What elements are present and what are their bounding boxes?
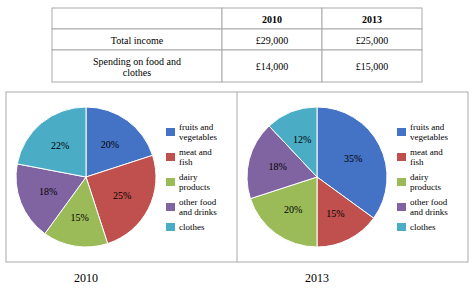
panel-frame: [6, 92, 468, 262]
text-line: Spending on food and: [93, 55, 181, 66]
table-text: £25,000: [356, 34, 389, 45]
legend-swatch: [166, 128, 175, 136]
legend-label: other foodand drinks: [410, 197, 448, 217]
legend-label: clothes: [179, 222, 205, 232]
pie-slice: [17, 107, 86, 177]
text-line: £14,000: [256, 61, 289, 72]
legend-swatch: [166, 223, 175, 231]
table-cell: [322, 8, 422, 29]
data-label: 22%: [51, 140, 69, 151]
legend-swatch: [166, 203, 175, 211]
pie-title: 2013: [305, 271, 329, 285]
table-cell: [322, 29, 422, 50]
text-line: £15,000: [356, 61, 389, 72]
figure: 2010 2013 Total income £29,000 £25,000 Spendi…: [0, 0, 474, 296]
table-header: 2010: [262, 13, 282, 24]
table-cell: [222, 50, 322, 82]
text-line: products: [410, 182, 441, 192]
background: [0, 0, 474, 296]
pie-title: 2010: [74, 271, 98, 285]
legend-swatch: [166, 178, 175, 186]
text-line: vegetables: [179, 132, 217, 142]
legend-swatch: [397, 178, 406, 186]
legend-swatch: [397, 128, 406, 136]
data-label: 18%: [269, 161, 287, 172]
text-line: fish: [179, 157, 193, 167]
text-line: clothes: [410, 222, 436, 232]
pie-slice: [269, 107, 317, 177]
text-line: £25,000: [356, 34, 389, 45]
legend-swatch: [397, 223, 406, 231]
legend-label: fruits andvegetables: [179, 122, 217, 142]
table-text: Total income: [111, 34, 164, 45]
legend-swatch: [166, 153, 175, 161]
panel-divider: [237, 92, 238, 262]
data-label: 35%: [344, 153, 362, 164]
text-line: 2013: [362, 13, 382, 24]
data-label: 25%: [113, 190, 131, 201]
text-line: clothes: [123, 66, 151, 77]
legend-swatch: [397, 203, 406, 211]
data-label: 12%: [293, 134, 311, 145]
data-label: 15%: [70, 212, 88, 223]
legend-swatch: [397, 153, 406, 161]
table-header: 2013: [362, 13, 382, 24]
table-cell: [222, 29, 322, 50]
table-cell: [52, 50, 222, 82]
data-label: 20%: [284, 204, 302, 215]
text-line: vegetables: [410, 132, 448, 142]
table-text: £14,000: [256, 61, 289, 72]
text-line: £29,000: [256, 34, 289, 45]
table-text: £15,000: [356, 61, 389, 72]
table-cell: [52, 8, 222, 29]
legend-label: fruits andvegetables: [410, 122, 448, 142]
table-cell: [322, 50, 422, 82]
legend-label: meat andfish: [410, 147, 443, 167]
legend: fruits andvegetables meat andfish dairypro…: [397, 122, 448, 232]
legend: fruits andvegetables meat andfish dairypro…: [166, 122, 217, 232]
table-text: Spending on food andclothes: [93, 55, 181, 77]
data-label: 20%: [101, 139, 119, 150]
text-line: dairy: [179, 172, 198, 182]
text-line: Total income: [111, 34, 164, 45]
text-line: and drinks: [179, 207, 217, 217]
text-line: other food: [410, 197, 448, 207]
legend-label: clothes: [410, 222, 436, 232]
text-line: meat and: [179, 147, 212, 157]
text-line: fruits and: [179, 122, 214, 132]
table: 2010 2013 Total income £29,000 £25,000 Spendi…: [52, 8, 422, 82]
text-line: clothes: [179, 222, 205, 232]
table-cell: [52, 29, 222, 50]
pie-panel: 20% 25% 15% 18% 22% 2010 fruits andvegetables m…: [16, 107, 217, 285]
text-line: fruits and: [410, 122, 445, 132]
text-line: products: [179, 182, 210, 192]
text-line: dairy: [410, 172, 429, 182]
text-line: 2010: [262, 13, 282, 24]
pie-slice: [317, 177, 374, 247]
table-cell: [222, 8, 322, 29]
legend-label: dairyproducts: [179, 172, 210, 192]
text-line: other food: [179, 197, 217, 207]
table-text: £29,000: [256, 34, 289, 45]
text-line: and drinks: [410, 207, 448, 217]
data-label: 18%: [39, 186, 57, 197]
legend-label: dairyproducts: [410, 172, 441, 192]
pie-panel: 35% 15% 20% 18% 12% 2013 fruits andvegetables m…: [247, 107, 448, 285]
data-label: 15%: [326, 208, 344, 219]
text-line: fish: [410, 157, 424, 167]
text-line: meat and: [410, 147, 443, 157]
legend-label: other foodand drinks: [179, 197, 217, 217]
legend-label: meat andfish: [179, 147, 212, 167]
